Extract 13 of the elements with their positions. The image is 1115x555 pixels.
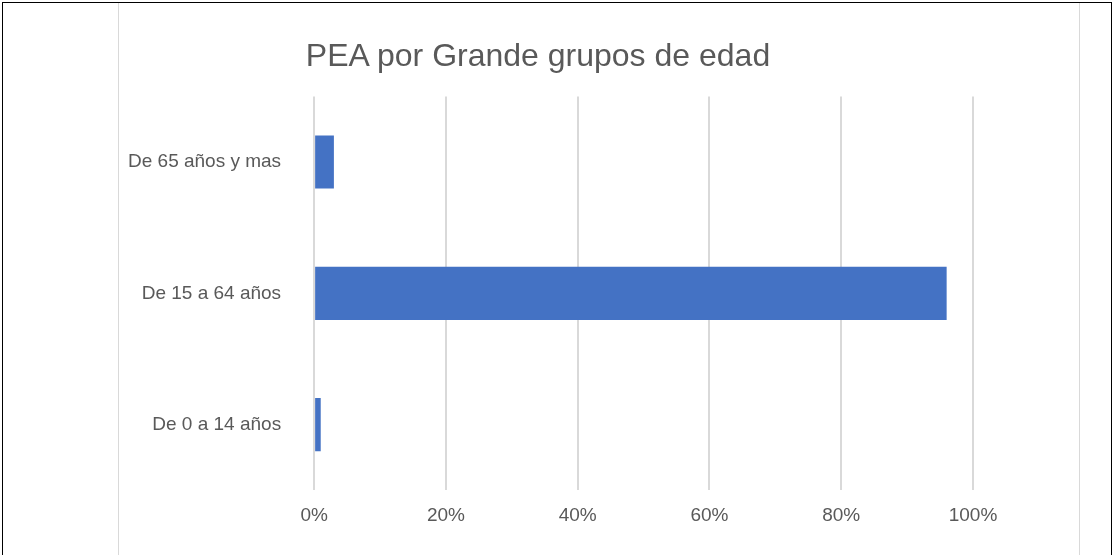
x-tick-label: 60% (690, 503, 729, 525)
bar (315, 266, 947, 320)
x-tick-label: 20% (426, 503, 466, 525)
y-tick-label: De 0 a 14 años (152, 412, 282, 434)
x-tick-label: 80% (822, 503, 861, 525)
y-tick-label: De 15 a 64 años (141, 281, 282, 303)
x-tick-label: 0% (300, 503, 328, 525)
bar (315, 135, 334, 189)
y-tick-label: De 65 años y mas (127, 150, 282, 172)
bar (315, 397, 321, 452)
x-tick-label: 40% (558, 503, 597, 525)
chart-title: PEA por Grande grupos de edad (305, 37, 771, 74)
x-tick-label: 100% (948, 503, 998, 525)
